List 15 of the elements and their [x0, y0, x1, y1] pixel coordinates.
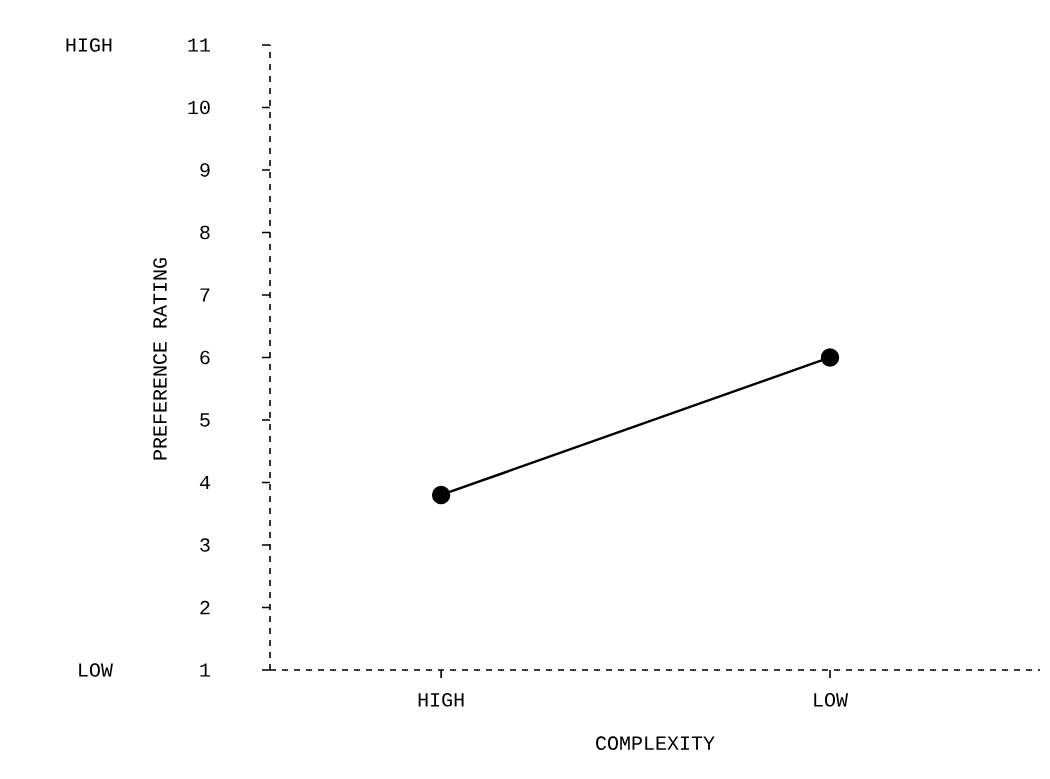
y-tick-label: 3	[200, 538, 210, 552]
y-tick-label: 4	[199, 475, 210, 490]
y-tick-label: 5	[200, 413, 210, 427]
y-tick-label: 1	[200, 663, 210, 677]
y-tick-label: 8	[200, 225, 210, 240]
text: HIGH	[66, 38, 112, 52]
y-tick-label: 11	[188, 38, 210, 52]
y-axis-title: PREFERENCE RATING	[153, 258, 167, 460]
text: LOW	[79, 663, 113, 677]
y-tick-label: 7	[200, 288, 210, 302]
y-tick-label: 9	[200, 163, 210, 177]
y-tick-label: 2	[200, 600, 210, 615]
y-tick-label: 6	[200, 350, 210, 365]
y-tick-label: 10	[188, 100, 210, 115]
x-axis-title: COMPLEXITY	[596, 736, 715, 750]
